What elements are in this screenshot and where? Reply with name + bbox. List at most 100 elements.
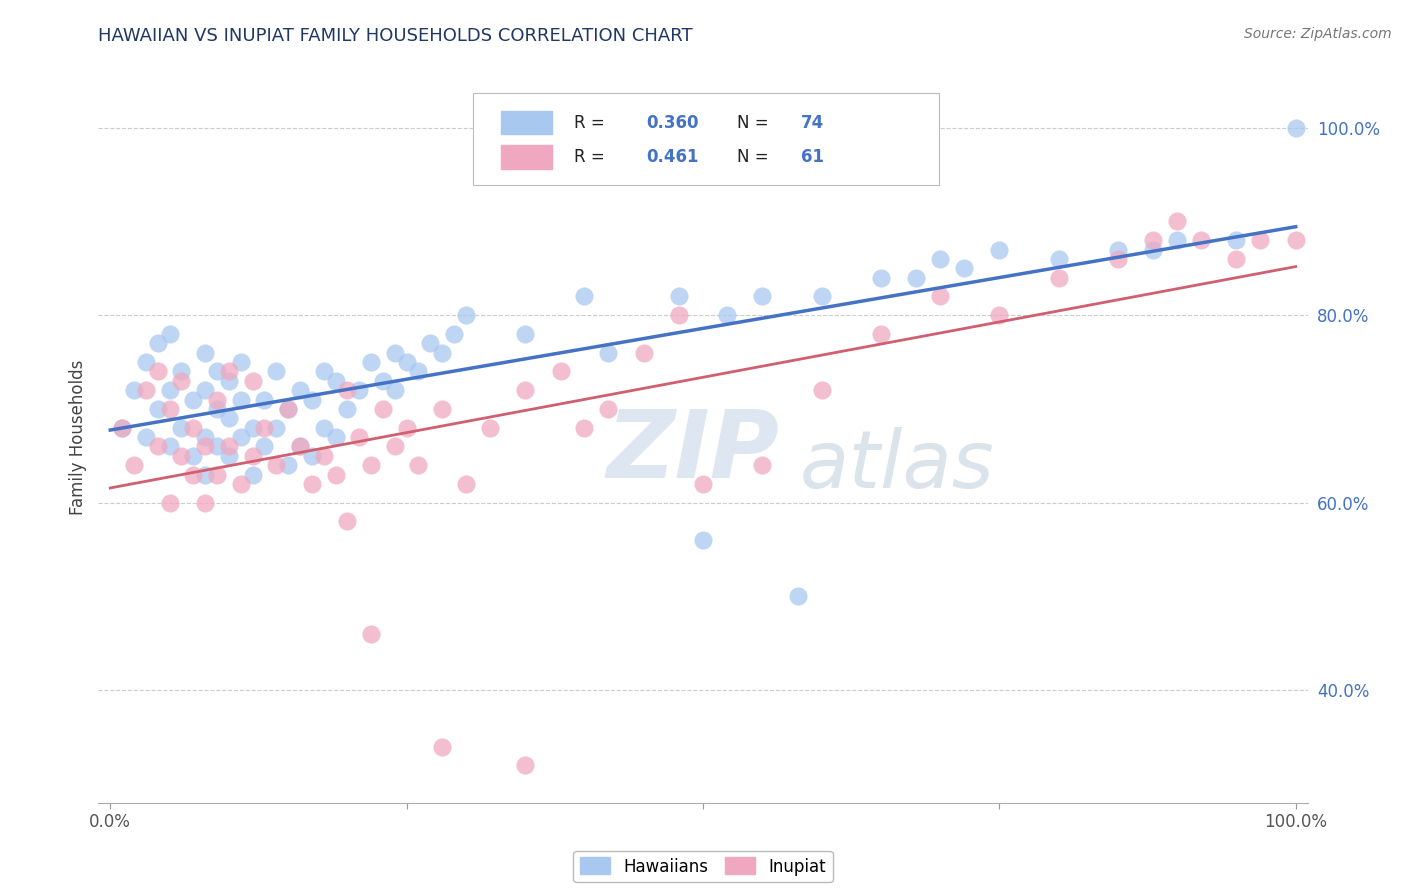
Point bbox=[312, 449, 335, 463]
Point bbox=[432, 739, 454, 754]
Point bbox=[159, 326, 181, 341]
Point bbox=[347, 383, 370, 397]
Point bbox=[135, 355, 157, 369]
Point bbox=[1166, 233, 1188, 247]
Point bbox=[336, 383, 359, 397]
Point bbox=[205, 440, 228, 454]
Point bbox=[1249, 233, 1271, 247]
Point bbox=[111, 420, 134, 434]
Point bbox=[288, 383, 311, 397]
Point bbox=[277, 401, 299, 416]
Point bbox=[325, 374, 347, 388]
Point bbox=[371, 401, 394, 416]
Point bbox=[205, 467, 228, 482]
Point bbox=[312, 364, 335, 378]
Text: Source: ZipAtlas.com: Source: ZipAtlas.com bbox=[1244, 27, 1392, 41]
Point bbox=[229, 355, 252, 369]
Point bbox=[242, 374, 264, 388]
Point bbox=[218, 411, 240, 425]
Point bbox=[264, 364, 287, 378]
Point bbox=[253, 440, 276, 454]
Point bbox=[325, 467, 347, 482]
Point bbox=[515, 383, 537, 397]
Text: 0.360: 0.360 bbox=[647, 113, 699, 131]
Point bbox=[751, 458, 773, 473]
Point bbox=[146, 364, 169, 378]
Point bbox=[218, 364, 240, 378]
Legend: Hawaiians, Inupiat: Hawaiians, Inupiat bbox=[574, 851, 832, 882]
Point bbox=[1142, 233, 1164, 247]
Point bbox=[432, 401, 454, 416]
Point bbox=[633, 345, 655, 359]
Point bbox=[336, 401, 359, 416]
Point bbox=[288, 440, 311, 454]
Point bbox=[1166, 214, 1188, 228]
Point bbox=[205, 401, 228, 416]
Point bbox=[146, 440, 169, 454]
Point bbox=[1142, 243, 1164, 257]
Point bbox=[443, 326, 465, 341]
Point bbox=[194, 430, 217, 444]
Point bbox=[1225, 252, 1247, 266]
Point bbox=[301, 449, 323, 463]
Point bbox=[929, 252, 952, 266]
Point bbox=[716, 308, 738, 322]
Point bbox=[242, 449, 264, 463]
Point bbox=[454, 308, 477, 322]
Point bbox=[1285, 233, 1308, 247]
Text: 61: 61 bbox=[801, 148, 824, 166]
Point bbox=[905, 270, 928, 285]
Point bbox=[170, 364, 193, 378]
Point bbox=[574, 420, 596, 434]
Point bbox=[692, 477, 714, 491]
Point bbox=[218, 449, 240, 463]
Point bbox=[810, 289, 832, 303]
Text: 74: 74 bbox=[801, 113, 824, 131]
Point bbox=[325, 430, 347, 444]
Text: R =: R = bbox=[574, 148, 605, 166]
Text: N =: N = bbox=[737, 113, 769, 131]
Point bbox=[159, 383, 181, 397]
Bar bbox=[501, 111, 551, 135]
FancyBboxPatch shape bbox=[474, 94, 939, 185]
Point bbox=[929, 289, 952, 303]
Point bbox=[1107, 243, 1129, 257]
Point bbox=[515, 326, 537, 341]
Point bbox=[952, 261, 974, 276]
Point bbox=[395, 355, 418, 369]
Point bbox=[264, 458, 287, 473]
Point bbox=[751, 289, 773, 303]
Point bbox=[135, 430, 157, 444]
Point bbox=[122, 383, 145, 397]
Point bbox=[159, 496, 181, 510]
Point bbox=[515, 758, 537, 772]
Point bbox=[253, 420, 276, 434]
Point bbox=[432, 345, 454, 359]
Point bbox=[360, 355, 382, 369]
Text: 0.461: 0.461 bbox=[647, 148, 699, 166]
Point bbox=[419, 336, 441, 351]
Point bbox=[1047, 270, 1070, 285]
Point bbox=[194, 440, 217, 454]
Point bbox=[277, 458, 299, 473]
Text: atlas: atlas bbox=[800, 427, 994, 506]
Point bbox=[598, 345, 620, 359]
Point bbox=[159, 401, 181, 416]
Point bbox=[229, 430, 252, 444]
Point bbox=[181, 449, 204, 463]
Point bbox=[111, 420, 134, 434]
Point bbox=[194, 496, 217, 510]
Point bbox=[598, 401, 620, 416]
Point bbox=[301, 392, 323, 407]
Point bbox=[1189, 233, 1212, 247]
Point bbox=[1047, 252, 1070, 266]
Point bbox=[229, 392, 252, 407]
Point bbox=[371, 374, 394, 388]
Point bbox=[810, 383, 832, 397]
Point bbox=[146, 336, 169, 351]
Point bbox=[264, 420, 287, 434]
Point bbox=[454, 477, 477, 491]
Point bbox=[1285, 120, 1308, 135]
Point bbox=[301, 477, 323, 491]
Point bbox=[122, 458, 145, 473]
